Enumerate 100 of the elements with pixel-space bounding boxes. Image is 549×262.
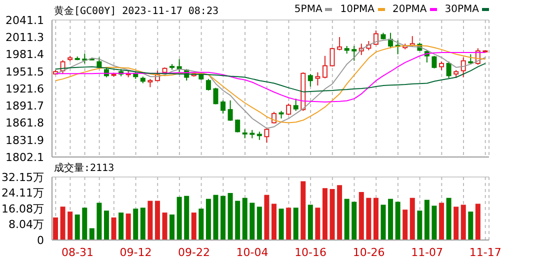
bar [154,200,160,240]
candlestick [352,45,357,62]
bar [366,198,372,240]
bar [242,198,248,240]
y-tick-label: 2011.3 [6,30,44,44]
bar [60,206,66,240]
bar [460,204,466,240]
bar [395,202,400,240]
y-tick-label: 8.04万 [8,218,44,232]
bar [111,217,116,240]
y-tick-label: 32.15万 [2,170,44,184]
legend-label: 10PMA [340,4,375,15]
y-tick-label: 16.08万 [2,202,44,216]
legend-label: 5PMA [294,4,322,15]
y-tick-label: 1981.4 [6,48,44,62]
bar [82,208,88,240]
candlestick [432,55,437,69]
candlestick [330,47,335,67]
candlestick [176,58,182,73]
bar [256,206,262,240]
bar [126,214,131,240]
bar [373,198,378,240]
bar [352,202,357,240]
bar [74,214,80,240]
bar [293,208,298,240]
y-tick-label: 1802.1 [6,150,44,164]
line-series [55,62,486,92]
candlestick [206,78,211,92]
bar [140,208,146,240]
candlestick [373,30,378,46]
y-tick-label: 1831.9 [6,134,44,147]
bar [250,202,255,240]
bar [228,192,233,240]
bar [432,206,437,240]
bar [272,204,276,240]
bar [278,208,284,240]
bar [439,202,444,240]
bar [96,202,102,240]
x-tick-label: 11-17 [469,246,502,259]
bar [176,196,182,240]
bar [104,210,109,240]
x-tick-label: 08-31 [62,246,94,259]
bar [118,212,124,240]
candlestick [235,119,240,133]
bar [358,192,364,240]
candlestick [315,72,320,86]
bar [213,194,218,240]
bar [337,185,342,240]
bar [344,198,350,240]
bar [380,204,386,240]
bar [53,217,58,240]
legend-label: 20PMA [392,4,427,15]
bar [235,200,240,240]
candlestick [220,100,226,114]
y-tick-label: 1891.7 [6,100,44,113]
candlestick [264,126,270,144]
candlestick [286,103,292,116]
y-tick-label: 0 [37,234,44,247]
y-tick-label: 1921.6 [6,82,44,96]
bar [184,196,190,240]
chart-title: 黄金[GC00Y] 2023-11-17 08:23 [54,4,218,18]
candlestick [308,73,313,88]
bar [468,212,474,240]
bar [424,200,430,240]
bar [220,196,226,240]
candlestick [213,87,218,105]
y-tick-label: 1861.8 [6,116,44,130]
bar [89,228,94,240]
candlestick [337,36,342,51]
x-tick-label: 10-04 [236,246,268,259]
chart-title: 成交量:2113 [54,162,114,175]
bar [417,210,422,240]
y-tick-label: 2041.1 [6,14,44,27]
bar [162,212,168,240]
bar [148,200,153,240]
bar [308,204,313,240]
bar [322,188,328,240]
bar [410,198,415,240]
x-tick-label: 09-12 [120,246,152,259]
y-tick-label: 24.11万 [2,186,44,200]
candlestick [82,53,88,64]
bar [330,189,335,240]
bar [170,214,175,240]
candlestick [446,61,452,78]
bar [315,208,320,240]
bar [68,212,73,240]
candlestick [293,98,298,112]
candlestick [228,100,233,122]
bar [475,204,480,240]
y-tick-label: 1951.5 [6,65,44,78]
legend-label: 30PMA [444,4,479,15]
bar [446,198,452,240]
candlestick [322,55,328,79]
x-tick-label: 10-26 [352,246,385,259]
candlestick [272,111,276,124]
x-tick-label: 09-22 [178,246,210,259]
bar [206,198,211,240]
bar [191,212,196,240]
bar [402,210,408,240]
bar [264,194,270,240]
